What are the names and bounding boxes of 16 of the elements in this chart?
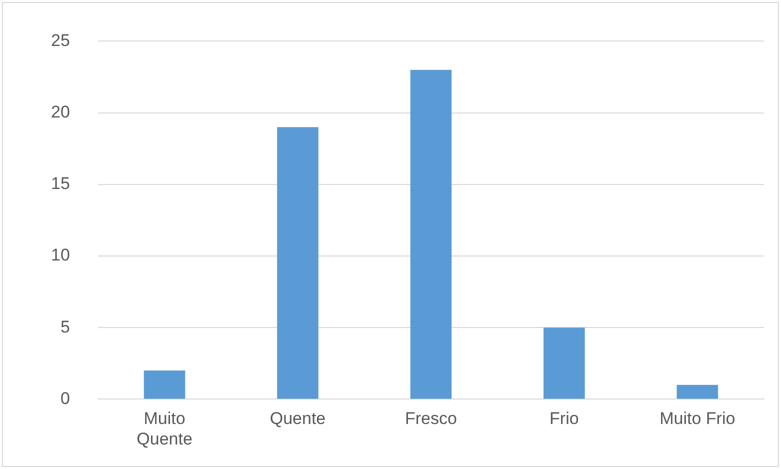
x-tick-label: Frio [550, 409, 579, 428]
y-tick-label: 5 [60, 317, 70, 336]
y-tick-label: 25 [50, 30, 70, 50]
x-tick-label: Quente [270, 409, 326, 428]
y-tick-label: 15 [50, 174, 70, 194]
bar [544, 328, 585, 399]
y-tick-label: 0 [60, 388, 70, 408]
bar [144, 370, 186, 399]
x-tick-label: Fresco [404, 409, 457, 428]
bar [676, 384, 718, 399]
x-tick-label: Muito Frio [660, 409, 736, 428]
y-tick-label: 20 [50, 102, 70, 122]
bar [277, 127, 318, 399]
bar [410, 70, 452, 399]
x-tick-label: Muito Quente [136, 409, 192, 448]
y-tick-label: 10 [50, 246, 70, 265]
